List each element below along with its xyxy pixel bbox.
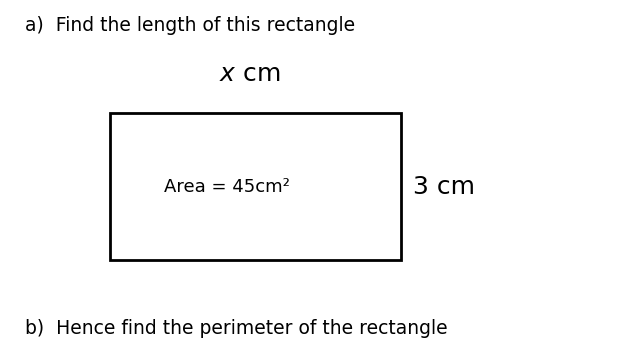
Text: Area = 45cm²: Area = 45cm² — [164, 177, 290, 196]
Text: b)  Hence find the perimeter of the rectangle: b) Hence find the perimeter of the recta… — [25, 319, 448, 338]
Text: $\it{x}$ cm: $\it{x}$ cm — [218, 62, 280, 86]
Bar — [110, 113, 401, 260]
Text: a)  Find the length of this rectangle: a) Find the length of this rectangle — [25, 16, 355, 35]
Text: 3 cm: 3 cm — [413, 175, 475, 199]
